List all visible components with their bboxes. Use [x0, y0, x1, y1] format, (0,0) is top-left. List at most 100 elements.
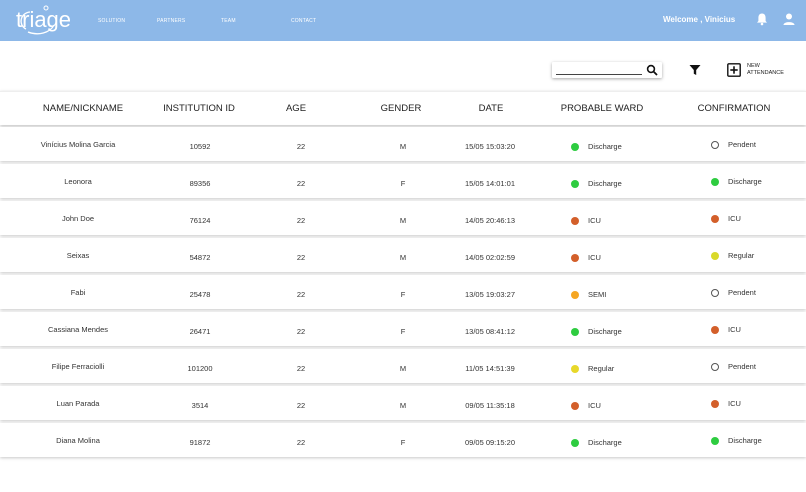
cell-date: 09/05 11:35:18: [465, 401, 515, 410]
column-header-age[interactable]: AGE: [285, 103, 307, 114]
cell-confirmation: Discharge: [728, 177, 762, 186]
new-attendance-label-line1: NEW: [747, 63, 760, 69]
cell-gender: F: [400, 179, 406, 188]
cell-date: 09/05 09:15:20: [464, 438, 516, 447]
ward-status-dot: [571, 217, 579, 225]
cell-institution-id: 10592: [189, 142, 211, 151]
cell-name: Fabi: [70, 288, 86, 297]
cell-probable-ward: Discharge: [588, 327, 622, 336]
cell-probable-ward: ICU: [588, 216, 601, 225]
cell-date: 11/05 14:51:39: [465, 364, 515, 373]
logo-text: triage: [16, 7, 72, 32]
nav-partners[interactable]: PARTNERS: [157, 18, 186, 24]
confirmation-status-dot[interactable]: [711, 400, 719, 408]
cell-institution-id: 76124: [189, 216, 211, 225]
ward-status-dot: [571, 402, 579, 410]
cell-age: 22: [296, 290, 306, 299]
new-attendance-label-line2: ATTENDANCE: [747, 70, 784, 76]
confirmation-status-dot[interactable]: [711, 363, 719, 371]
cell-name: John Doe: [61, 214, 95, 223]
cell-gender: M: [399, 142, 407, 151]
ward-status-dot: [571, 254, 579, 262]
cell-gender: M: [399, 253, 407, 262]
table-row[interactable]: Seixas 54872 22 M 14/05 02:02:59 ICU Regular: [0, 238, 806, 272]
confirmation-status-dot[interactable]: [711, 437, 719, 445]
confirmation-status-dot[interactable]: [711, 326, 719, 334]
ward-status-dot: [571, 291, 579, 299]
cell-gender: M: [399, 401, 407, 410]
top-navigation-bar: triage SOLUTION PARTNERS TEAM CONTACT We…: [0, 0, 806, 41]
table-row[interactable]: John Doe 76124 22 M 14/05 20:46:13 ICU ICU: [0, 201, 806, 235]
cell-age: 22: [296, 401, 306, 410]
new-attendance-button[interactable]: NEW ATTENDANCE: [727, 62, 787, 80]
cell-date: 14/05 02:02:59: [464, 253, 516, 262]
cell-institution-id: 3514: [191, 401, 209, 410]
column-header-gender[interactable]: GENDER: [380, 103, 422, 114]
column-header-probable-ward[interactable]: PROBABLE WARD: [560, 103, 644, 114]
search-icon[interactable]: [646, 64, 658, 76]
cell-gender: M: [399, 364, 407, 373]
cell-institution-id: 89356: [189, 179, 211, 188]
bell-icon[interactable]: [755, 12, 769, 26]
cell-institution-id: 26471: [189, 327, 211, 336]
nav-solution[interactable]: SOLUTION: [98, 18, 126, 24]
column-header-date[interactable]: DATE: [478, 103, 504, 114]
search-input[interactable]: [556, 65, 642, 75]
column-header-institution-id[interactable]: INSTITUTION ID: [163, 103, 235, 114]
confirmation-status-dot[interactable]: [711, 178, 719, 186]
cell-gender: F: [400, 327, 406, 336]
cell-confirmation: Discharge: [728, 436, 762, 445]
cell-gender: F: [400, 438, 406, 447]
user-icon[interactable]: [782, 12, 796, 26]
cell-probable-ward: SEMI: [588, 290, 607, 299]
cell-probable-ward: Discharge: [588, 142, 622, 151]
column-header-name[interactable]: NAME/NICKNAME: [42, 103, 124, 114]
table-row[interactable]: Vinícius Molina Garcia 10592 22 M 15/05 15:0…: [0, 127, 806, 161]
cell-institution-id: 54872: [189, 253, 211, 262]
cell-confirmation: Pendent: [728, 288, 756, 297]
cell-institution-id: 91872: [189, 438, 211, 447]
ward-status-dot: [571, 328, 579, 336]
triage-logo[interactable]: triage: [16, 3, 71, 37]
table-row[interactable]: Luan Parada 3514 22 M 09/05 11:35:18 ICU ICU: [0, 386, 806, 420]
table-row[interactable]: Fabi 25478 22 F 13/05 19:03:27 SEMI Pendent: [0, 275, 806, 309]
filter-icon[interactable]: [689, 64, 701, 76]
cell-confirmation: Pendent: [728, 362, 756, 371]
search-box: [552, 62, 662, 78]
cell-confirmation: ICU: [728, 399, 741, 408]
confirmation-status-dot[interactable]: [711, 215, 719, 223]
ward-status-dot: [571, 143, 579, 151]
cell-name: Seixas: [66, 251, 90, 260]
cell-probable-ward: ICU: [588, 253, 601, 262]
cell-institution-id: 101200: [187, 364, 213, 373]
cell-age: 22: [296, 179, 306, 188]
table-header: NAME/NICKNAME INSTITUTION ID AGE GENDER …: [0, 91, 806, 125]
cell-name: Cassiana Mendes: [47, 325, 109, 334]
cell-age: 22: [296, 216, 306, 225]
cell-age: 22: [296, 438, 306, 447]
column-header-confirmation[interactable]: CONFIRMATION: [697, 103, 771, 114]
confirmation-status-dot[interactable]: [711, 252, 719, 260]
cell-confirmation: ICU: [728, 325, 741, 334]
cell-institution-id: 25478: [189, 290, 211, 299]
cell-date: 15/05 15:03:20: [464, 142, 516, 151]
nav-contact[interactable]: CONTACT: [291, 18, 317, 24]
cell-gender: F: [400, 290, 406, 299]
ward-status-dot: [571, 439, 579, 447]
logo-swirl-icon: [20, 5, 55, 35]
cell-name: Filipe Ferraciolli: [51, 362, 105, 371]
confirmation-status-dot[interactable]: [711, 289, 719, 297]
add-icon: [727, 63, 741, 77]
cell-probable-ward: Discharge: [588, 179, 622, 188]
nav-team[interactable]: TEAM: [221, 18, 236, 24]
table-row[interactable]: Filipe Ferraciolli 101200 22 M 11/05 14:51:3…: [0, 349, 806, 383]
cell-date: 13/05 19:03:27: [464, 290, 516, 299]
cell-confirmation: ICU: [728, 214, 741, 223]
table-row[interactable]: Diana Molina 91872 22 F 09/05 09:15:20 Discha…: [0, 423, 806, 457]
table-row[interactable]: Cassiana Mendes 26471 22 F 13/05 08:41:12 Dis…: [0, 312, 806, 346]
cell-probable-ward: Regular: [588, 364, 615, 373]
table-row[interactable]: Leonora 89356 22 F 15/05 14:01:01 Discharge Di…: [0, 164, 806, 198]
confirmation-status-dot[interactable]: [711, 141, 719, 149]
cell-date: 13/05 08:41:12: [464, 327, 516, 336]
welcome-text: Welcome , Vinicius: [663, 15, 736, 24]
